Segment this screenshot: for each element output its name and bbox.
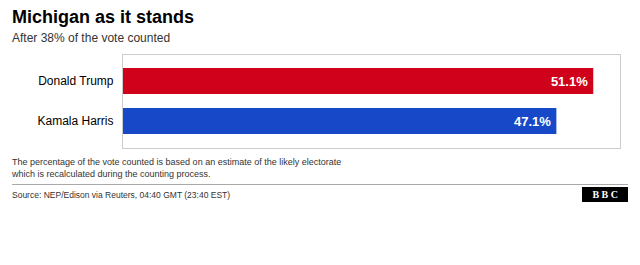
- svg-text:51.1%: 51.1%: [551, 74, 588, 89]
- html-text:Michigan as it stands: Michigan as it stands: [12, 7, 194, 27]
- html-text:The percentage of the vote cou: The percentage of the vote counted is ba…: [12, 157, 342, 167]
- html-text:Source: NEP/Edison via Reuters: Source: NEP/Edison via Reuters, 04:40 GM…: [12, 189, 231, 200]
- svg-text:Donald Trump: Donald Trump: [38, 74, 114, 88]
- html-text:which is recalculated during t: which is recalculated during the countin…: [12, 169, 211, 179]
- html-text:After 38% of the vote counted: After 38% of the vote counted: [12, 31, 171, 45]
- svg-text:Kamala Harris: Kamala Harris: [37, 114, 113, 128]
- html-text:B B C: B B C: [592, 189, 618, 200]
- svg-text:47.1%: 47.1%: [514, 114, 551, 129]
